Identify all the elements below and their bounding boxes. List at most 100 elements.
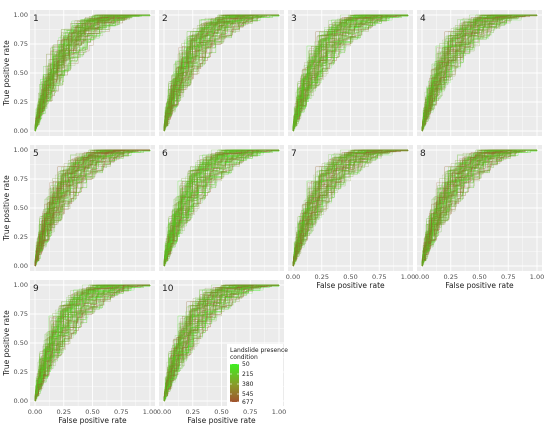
y-tick-label: 0.75 (14, 310, 28, 318)
roc-curve (421, 149, 537, 267)
y-axis-label: True positive rate (2, 40, 11, 107)
roc-curve (34, 149, 150, 267)
roc-curve (34, 14, 150, 132)
roc-curve (292, 14, 408, 131)
panel-4: 4 (417, 10, 542, 136)
roc-curve (421, 14, 537, 131)
legend-tick-label: 677 (242, 399, 254, 406)
roc-curve (163, 149, 279, 267)
roc-curves (34, 14, 151, 132)
x-tick-label: 0.50 (85, 408, 99, 416)
y-tick-label: 0.75 (14, 175, 28, 183)
roc-curve (163, 14, 279, 132)
panel-10: 10 0.00 0.25 0.50 0.75 1.00 False positive rat… (157, 280, 286, 425)
x-tick-label: 0.75 (243, 408, 257, 416)
roc-curve (163, 14, 279, 131)
legend-tick-label: 50 (242, 361, 250, 368)
y-tick-label: 0.25 (14, 98, 28, 106)
panel-label: 5 (33, 149, 39, 159)
x-tick-label: 0.50 (214, 408, 228, 416)
roc-curve (163, 149, 279, 267)
roc-curve (292, 14, 408, 132)
roc-curves (292, 14, 409, 132)
y-tick-label: 1.00 (14, 11, 28, 19)
roc-curve (421, 149, 537, 266)
panels-group: 1 0.00 0.25 0.50 0.75 1.00 True positive rate 2… (2, 10, 544, 425)
y-tick-label: 1.00 (14, 281, 28, 289)
roc-curve (292, 14, 408, 131)
panel-label: 2 (162, 14, 168, 24)
panel-label: 9 (33, 284, 39, 294)
roc-curve (421, 15, 538, 131)
x-tick-label: 0.25 (186, 408, 200, 416)
roc-curve (421, 14, 537, 131)
y-axis-label: True positive rate (2, 310, 11, 377)
panel-label: 7 (291, 149, 297, 159)
x-axis-label: False positive rate (187, 416, 256, 425)
x-tick-label: 1.00 (530, 273, 544, 281)
panel-3: 3 (288, 10, 413, 136)
y-tick-label: 0.50 (14, 204, 28, 212)
panel-label: 10 (162, 284, 174, 294)
legend-tick-label: 380 (242, 381, 254, 388)
roc-curves (163, 284, 280, 402)
roc-curve (422, 149, 537, 267)
panel-2: 2 (159, 10, 284, 136)
panel-label: 3 (291, 14, 297, 24)
roc-curve (34, 15, 151, 132)
roc-curve (164, 149, 279, 267)
x-tick-label: 0.25 (57, 408, 71, 416)
roc-curve (422, 149, 537, 267)
roc-curve (35, 149, 150, 267)
panel-7: 7 0.00 0.25 0.50 0.75 1.00 False positive rate (286, 145, 415, 290)
roc-curve (163, 284, 279, 401)
roc-curve (421, 149, 537, 267)
roc-curve (292, 15, 409, 131)
roc-curve (422, 149, 537, 267)
roc-curve (163, 149, 279, 267)
roc-curve (163, 150, 280, 266)
x-tick-label: 1.00 (143, 408, 157, 416)
roc-curve (421, 14, 537, 131)
x-axis-label: False positive rate (445, 281, 514, 290)
roc-curve (292, 149, 408, 267)
roc-curve (292, 14, 408, 132)
x-tick-label: 0.25 (444, 273, 458, 281)
roc-curve (293, 149, 408, 267)
roc-curve (34, 14, 150, 132)
roc-curve (292, 150, 409, 266)
roc-curve (421, 14, 537, 131)
roc-curve (422, 149, 537, 267)
roc-curve (421, 14, 537, 131)
y-tick-label: 0.50 (14, 339, 28, 347)
roc-curve (34, 284, 150, 402)
roc-curve (163, 14, 279, 131)
roc-curve (34, 14, 150, 131)
x-tick-label: 0.75 (114, 408, 128, 416)
roc-curve (34, 14, 150, 131)
x-tick-label: 0.00 (28, 408, 42, 416)
y-tick-label: 0.75 (14, 40, 28, 48)
legend-title: Landslide presence (230, 347, 288, 354)
y-tick-label: 0.00 (14, 262, 28, 270)
x-tick-label: 0.25 (315, 273, 329, 281)
y-tick-label: 0.00 (14, 397, 28, 405)
roc-curve (163, 284, 279, 402)
roc-curves (421, 14, 538, 132)
roc-curves (34, 149, 151, 267)
x-tick-label: 0.50 (343, 273, 357, 281)
roc-curve (163, 284, 279, 402)
x-axis-label: False positive rate (316, 281, 385, 290)
roc-curve (163, 149, 279, 266)
y-axis-label: True positive rate (2, 175, 11, 242)
roc-curve (164, 14, 279, 132)
roc-curve (421, 149, 538, 266)
roc-curves (34, 284, 151, 402)
x-tick-label: 0.75 (501, 273, 515, 281)
roc-curve (163, 14, 279, 132)
legend-colorbar (230, 364, 239, 402)
roc-curve (34, 284, 150, 402)
roc-curves (163, 149, 280, 267)
roc-curve (35, 284, 150, 402)
